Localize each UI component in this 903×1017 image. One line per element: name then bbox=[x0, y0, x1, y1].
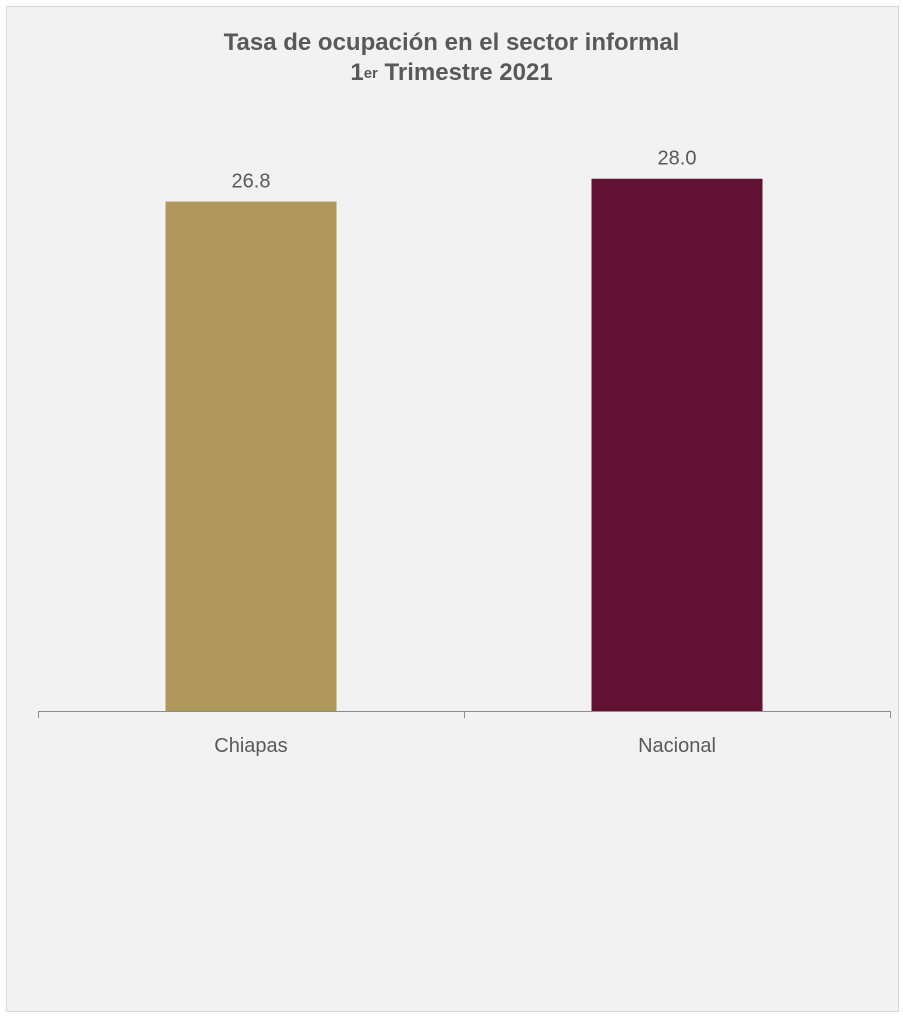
chart-title-period: Trimestre 2021 bbox=[377, 59, 553, 86]
labels-group: 26.8 Chiapas 28.0 Nacional bbox=[214, 148, 716, 757]
x-axis bbox=[38, 711, 891, 718]
chart-title-line2: 1er Trimestre 2021 bbox=[0, 58, 903, 88]
tick-label-nacional: Nacional bbox=[638, 735, 716, 757]
tick-label-chiapas: Chiapas bbox=[214, 735, 287, 757]
chart-title-ordinal-suffix: er bbox=[363, 65, 378, 82]
chart-title-line1: Tasa de ocupación en el sector informal bbox=[223, 29, 680, 56]
chart-title: Tasa de ocupación en el sector informal … bbox=[0, 28, 903, 88]
bars-group bbox=[165, 178, 763, 711]
bar-chiapas bbox=[165, 201, 337, 711]
data-label-nacional: 28.0 bbox=[658, 148, 697, 170]
bar-nacional bbox=[591, 178, 763, 711]
data-label-chiapas: 26.8 bbox=[232, 171, 271, 193]
chart-title-ordinal: 1 bbox=[350, 59, 364, 86]
